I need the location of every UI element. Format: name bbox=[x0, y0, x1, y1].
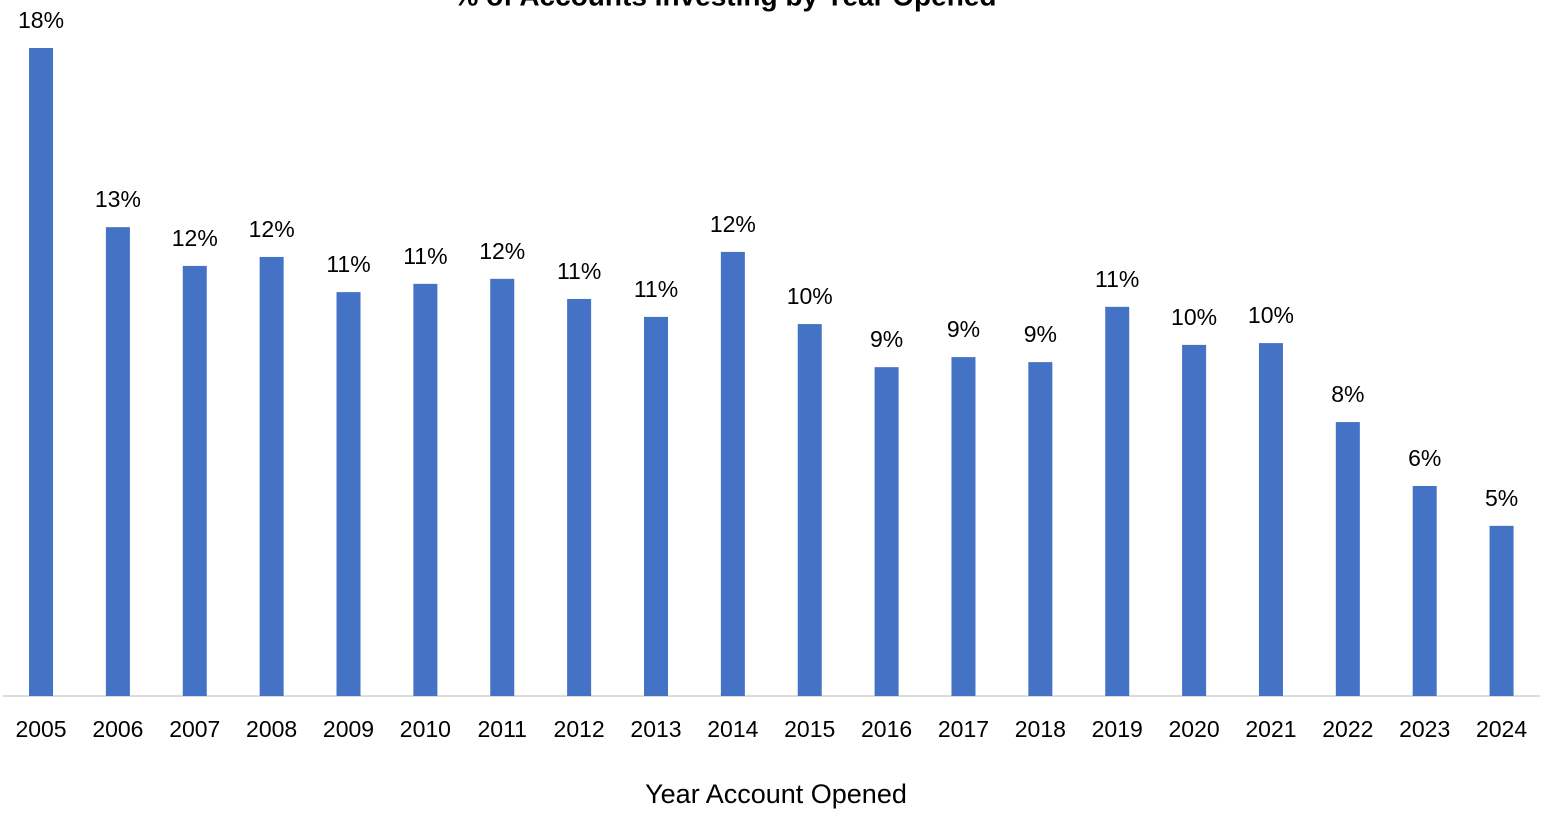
x-tick-label: 2010 bbox=[400, 716, 451, 742]
bar bbox=[1412, 485, 1437, 696]
x-tick-label: 2019 bbox=[1092, 716, 1143, 742]
bar bbox=[874, 367, 899, 696]
value-label: 10% bbox=[1171, 304, 1217, 330]
value-label: 18% bbox=[18, 7, 64, 33]
value-label: 12% bbox=[710, 211, 756, 237]
value-label: 9% bbox=[947, 316, 980, 342]
x-tick-label: 2008 bbox=[246, 716, 297, 742]
bar bbox=[490, 278, 515, 696]
bar bbox=[182, 265, 207, 696]
x-tick-label: 2016 bbox=[861, 716, 912, 742]
value-label: 11% bbox=[557, 258, 601, 284]
x-tick-label: 2018 bbox=[1015, 716, 1066, 742]
value-label: 9% bbox=[1024, 321, 1057, 347]
bar bbox=[413, 283, 438, 696]
chart-title: % of Accounts Investing by Year Opened bbox=[453, 0, 996, 11]
x-tick-label: 2022 bbox=[1322, 716, 1373, 742]
x-tick-label: 2017 bbox=[938, 716, 989, 742]
value-label: 8% bbox=[1331, 381, 1364, 407]
bar bbox=[1105, 306, 1130, 696]
bar bbox=[1258, 343, 1283, 696]
value-label: 11% bbox=[1095, 266, 1139, 292]
bar bbox=[567, 298, 592, 696]
x-tick-label: 2006 bbox=[92, 716, 143, 742]
value-label: 6% bbox=[1408, 445, 1441, 471]
bar bbox=[29, 48, 54, 696]
value-label: 5% bbox=[1485, 485, 1518, 511]
bar bbox=[259, 256, 284, 696]
value-label: 11% bbox=[326, 251, 370, 277]
x-tick-label: 2015 bbox=[784, 716, 835, 742]
bar bbox=[720, 251, 745, 696]
x-tick-label: 2007 bbox=[169, 716, 220, 742]
bar bbox=[643, 316, 668, 696]
bar bbox=[797, 324, 822, 696]
x-tick-label: 2009 bbox=[323, 716, 374, 742]
x-axis-title: Year Account Opened bbox=[645, 779, 907, 809]
value-label: 12% bbox=[172, 225, 218, 251]
bar bbox=[336, 292, 361, 696]
x-tick-label: 2014 bbox=[707, 716, 758, 742]
x-tick-label: 2024 bbox=[1476, 716, 1527, 742]
bar bbox=[1028, 362, 1053, 696]
bar bbox=[951, 357, 976, 696]
bar bbox=[1182, 344, 1207, 696]
value-label: 10% bbox=[1248, 302, 1294, 328]
x-tick-label: 2005 bbox=[15, 716, 66, 742]
value-label: 11% bbox=[403, 243, 447, 269]
value-label: 11% bbox=[634, 276, 678, 302]
x-tick-label: 2023 bbox=[1399, 716, 1450, 742]
x-tick-label: 2021 bbox=[1245, 716, 1296, 742]
value-label: 12% bbox=[249, 216, 295, 242]
x-tick-label: 2012 bbox=[554, 716, 605, 742]
x-tick-label: 2013 bbox=[630, 716, 681, 742]
value-label: 13% bbox=[95, 186, 141, 212]
value-label: 10% bbox=[787, 283, 833, 309]
value-label: 12% bbox=[479, 238, 525, 264]
bar bbox=[1489, 525, 1514, 696]
x-tick-label: 2011 bbox=[478, 716, 527, 742]
bar bbox=[1335, 422, 1360, 696]
x-tick-label: 2020 bbox=[1168, 716, 1219, 742]
bar bbox=[105, 227, 130, 696]
value-label: 9% bbox=[870, 326, 903, 352]
